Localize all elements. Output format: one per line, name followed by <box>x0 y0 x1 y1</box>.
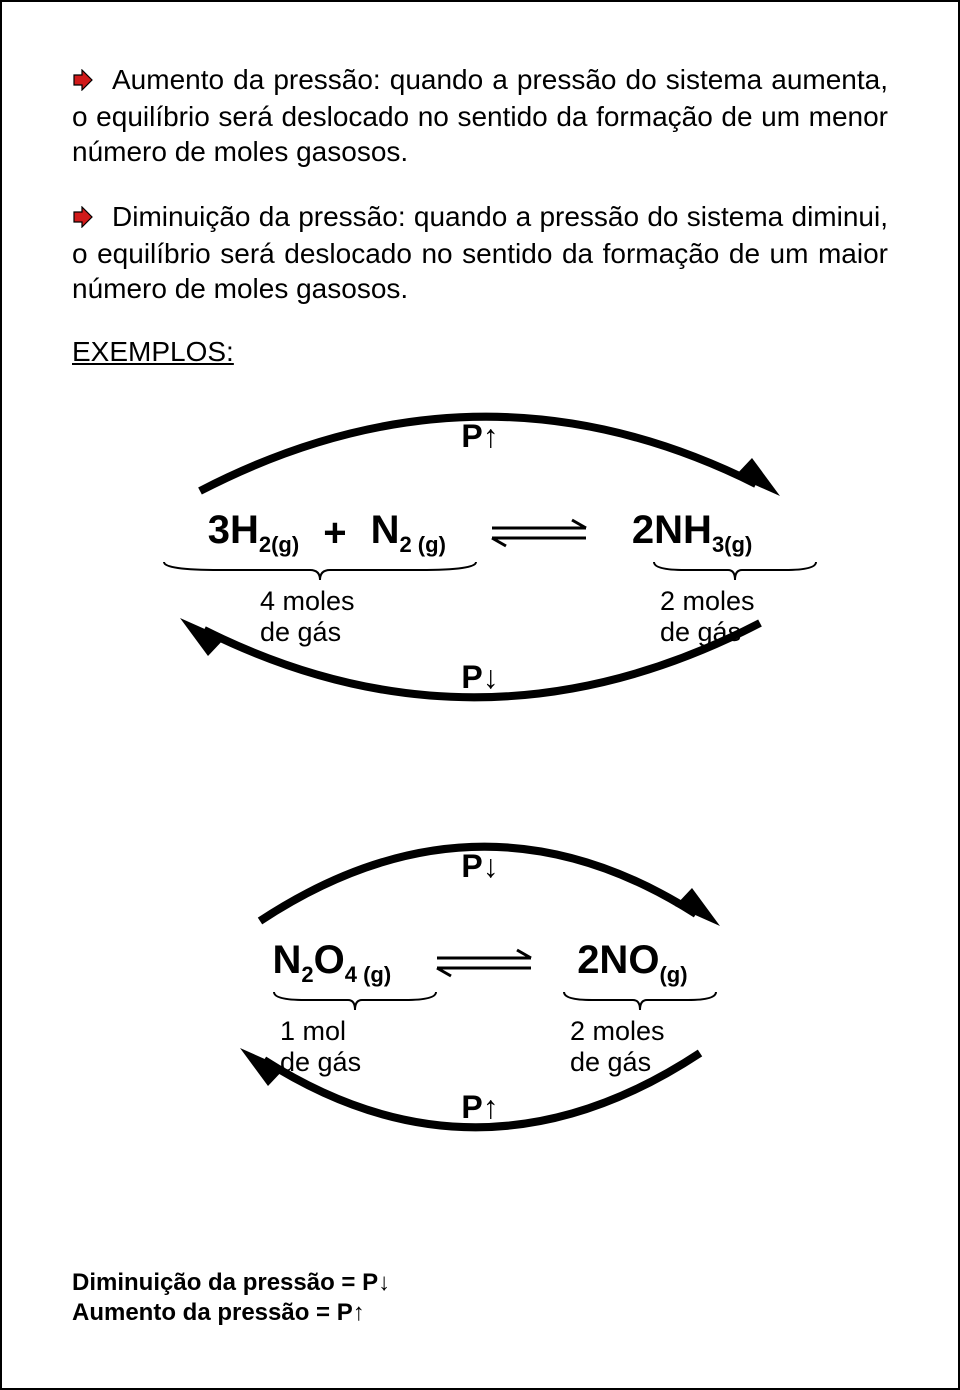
sub: 2(g) <box>259 532 299 557</box>
coef: N <box>371 508 400 552</box>
diagram-1-right-brace <box>650 560 820 582</box>
paragraph-diminuicao: Diminuição da pressão: quando a pressão … <box>72 199 888 306</box>
coef: 3H <box>208 508 259 552</box>
equilibrium-arrow-icon <box>452 516 626 550</box>
product-1: 2NO(g) <box>571 938 693 988</box>
coef: N <box>272 938 301 982</box>
bullet-arrow-icon <box>72 201 94 236</box>
diagram-1: P↑ 3H2(g) + N2 (g) 2NH3(g) <box>120 388 840 718</box>
diagram-1-equation: 3H2(g) + N2 (g) 2NH3(g) <box>120 508 840 558</box>
diagram-2-equation: N2O4 (g) 2NO(g) <box>120 938 840 988</box>
sub: 2 <box>301 962 313 987</box>
document-page: Aumento da pressão: quando a pressão do … <box>0 0 960 1390</box>
product-1: 2NH3(g) <box>626 508 758 558</box>
reactant-2: N2 (g) <box>365 508 452 558</box>
diagram-1-p-top: P↑ <box>461 418 498 455</box>
bullet-arrow-icon <box>72 64 94 99</box>
diagram-1-left-brace <box>160 560 480 582</box>
diagram-2-left-brace <box>270 990 440 1012</box>
sub: 4 (g) <box>345 962 391 987</box>
mid: O <box>314 938 345 982</box>
diagram-2: P↓ N2O4 (g) 2NO(g) <box>120 818 840 1148</box>
paragraph-diminuicao-text: Diminuição da pressão: quando a pressão … <box>72 201 888 304</box>
diagram-2-p-top: P↓ <box>461 848 498 885</box>
pressure-legend: Diminuição da pressão = P↓ Aumento da pr… <box>72 1268 390 1328</box>
diagram-2-p-bot: P↑ <box>461 1089 498 1126</box>
diagram-1-p-bot: P↓ <box>461 659 498 696</box>
paragraph-aumento: Aumento da pressão: quando a pressão do … <box>72 62 888 169</box>
legend-line-1: Diminuição da pressão = P↓ <box>72 1268 390 1298</box>
coef: 2NH <box>632 508 712 552</box>
coef: 2NO <box>577 938 659 982</box>
plus-sign: + <box>305 511 364 556</box>
sub: 2 (g) <box>399 532 445 557</box>
paragraph-aumento-text: Aumento da pressão: quando a pressão do … <box>72 64 888 167</box>
diagram-2-right-brace <box>560 990 720 1012</box>
sub: 3(g) <box>712 532 752 557</box>
reactant-1: 3H2(g) <box>202 508 305 558</box>
sub: (g) <box>659 962 687 987</box>
equilibrium-arrow-icon <box>397 946 571 980</box>
reactant-1: N2O4 (g) <box>266 938 397 988</box>
legend-line-2: Aumento da pressão = P↑ <box>72 1298 390 1328</box>
examples-heading: EXEMPLOS: <box>72 336 888 368</box>
